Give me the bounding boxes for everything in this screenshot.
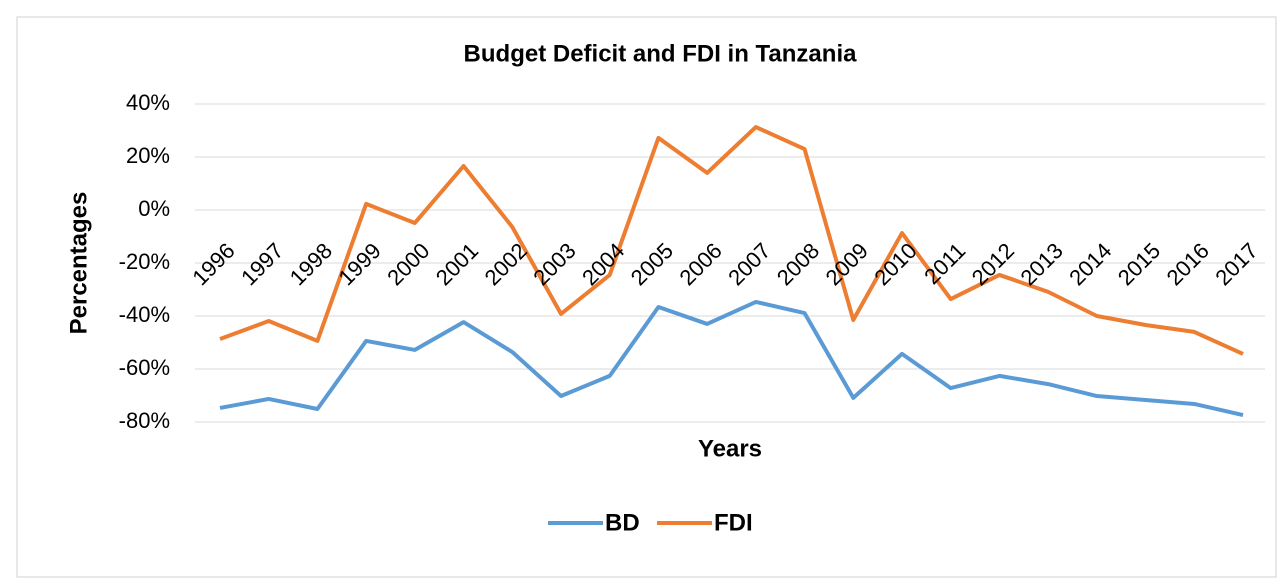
y-tick-label: 40% bbox=[126, 90, 170, 115]
y-tick-label: -20% bbox=[119, 249, 170, 274]
y-tick-label: 20% bbox=[126, 143, 170, 168]
x-axis-title: Years bbox=[698, 435, 762, 462]
legend-label: BD bbox=[605, 509, 640, 536]
chart-title: Budget Deficit and FDI in Tanzania bbox=[464, 40, 858, 67]
line-series bbox=[219, 125, 1244, 356]
y-tick-label: -40% bbox=[119, 302, 170, 327]
line-series bbox=[219, 299, 1244, 418]
y-tick-label: 0% bbox=[138, 196, 170, 221]
chart-border bbox=[16, 16, 1277, 578]
y-tick-label: -60% bbox=[119, 355, 170, 380]
y-axis-title: Percentages bbox=[65, 192, 92, 335]
y-tick-label: -80% bbox=[119, 408, 170, 433]
legend-label: FDI bbox=[714, 509, 753, 536]
